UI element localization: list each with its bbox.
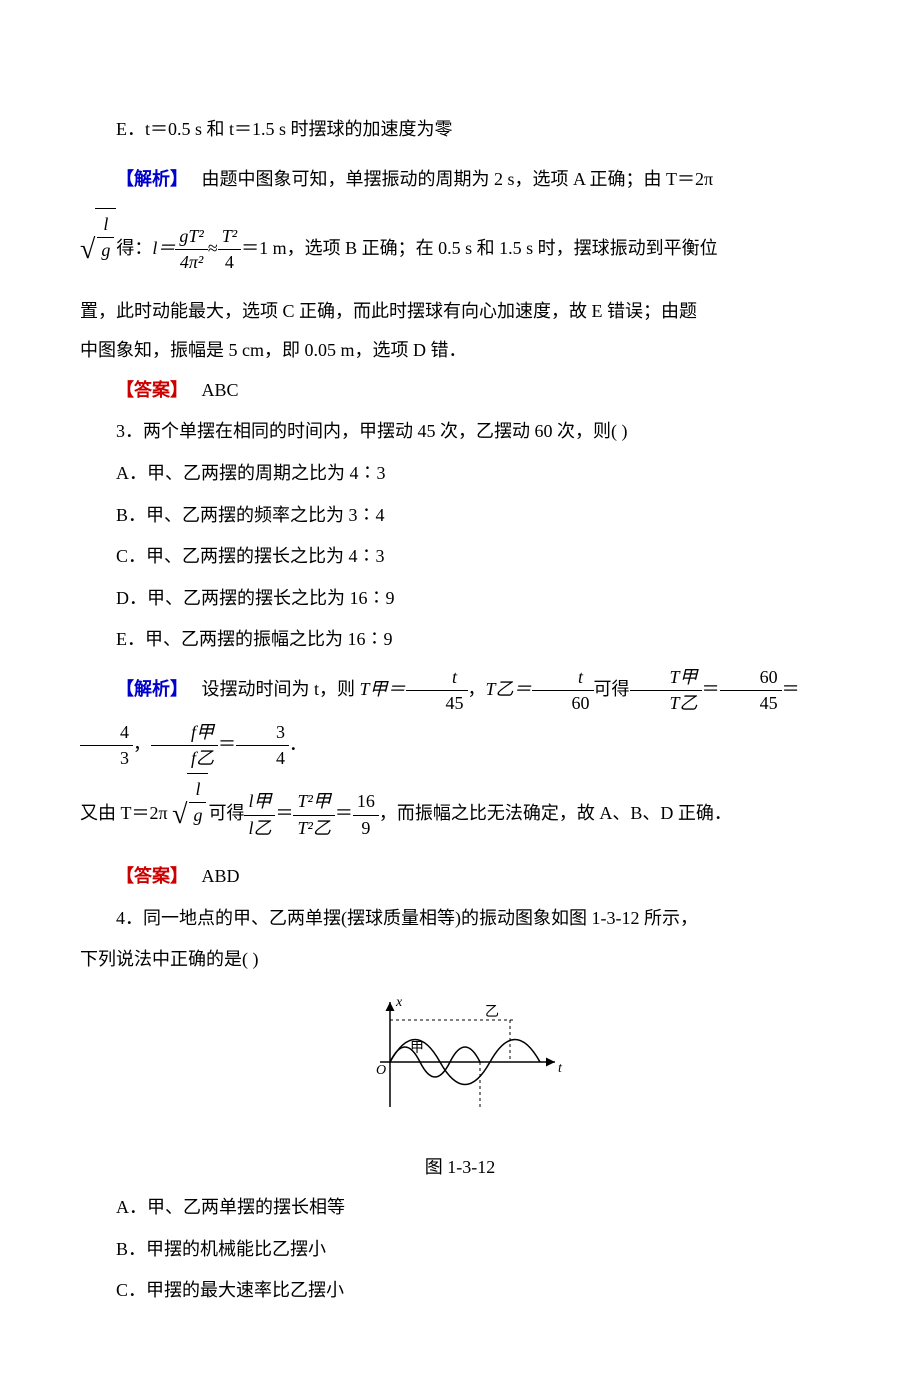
analysis-label: 【解析】 [116,169,188,189]
frac-gT2-4pi2: gT²4π² [175,224,207,275]
answer-label: 【答案】 [116,866,188,886]
math: l＝ [152,238,175,258]
t-axis-label: t [558,1061,563,1076]
figure-caption: 图 1-3-12 [80,1148,840,1188]
frac: T甲T乙 [630,665,702,716]
x-axis-label: x [395,995,403,1010]
frac: t60 [532,665,594,716]
origin-label: O [376,1063,386,1078]
q3-option-a: A．甲、乙两摆的周期之比为 4∶3 [80,454,840,494]
text: 设摆动时间为 t，则 [202,679,360,699]
text: 又由 T＝2π [80,803,172,823]
answer-q3: 【答案】 ABD [80,857,840,897]
analysis-q2-line3: 置，此时动能最大，选项 C 正确，而此时摆球有向心加速度，故 E 错误；由题 [80,292,840,332]
answer-label: 【答案】 [116,380,188,400]
q3-option-b: B．甲、乙两摆的频率之比为 3∶4 [80,496,840,536]
frac: T²甲T²乙 [293,789,334,840]
frac: f甲f乙 [151,720,218,771]
analysis-q3-line2: 又由 T＝2π √lg可得l甲l乙＝T²甲T²乙＝169，而振幅之比无法确定，故… [80,773,840,857]
analysis-q3-line1: 【解析】 设摆动时间为 t，则 T甲＝t45，T乙＝t60可得T甲T乙＝6045… [80,662,840,771]
frac-T2-4: T²4 [218,224,241,275]
figure-1-3-12: x t O 甲 乙 [80,992,840,1137]
q3-stem: 3．两个单摆在相同的时间内，甲摆动 45 次，乙摆动 60 次，则( ) [80,412,840,452]
text: 置，此时动能最大，选项 C 正确，而此时摆球有向心加速度，故 E 错误；由题 [80,301,697,321]
q3-option-d: D．甲、乙两摆的摆长之比为 16∶9 [80,579,840,619]
q4-stem-b: 下列说法中正确的是( ) [80,940,840,980]
option-e-q2: E．t＝0.5 s 和 t＝1.5 s 时摆球的加速度为零 [80,110,840,150]
frac: 43 [80,720,133,771]
q3-option-e: E．甲、乙两摆的振幅之比为 16∶9 [80,620,840,660]
text: 中图象知，振幅是 5 cm，即 0.05 m，选项 D 错． [80,340,467,360]
text: 由题中图象可知，单摆振动的周期为 2 s，选项 A 正确；由 T＝2π [202,169,714,189]
q4-option-c: C．甲摆的最大速率比乙摆小 [80,1271,840,1311]
text: 3．两个单摆在相同的时间内，甲摆动 45 次，乙摆动 60 次，则( ) [116,421,628,441]
frac: 34 [236,720,289,771]
jia-label: 甲 [410,1041,424,1056]
q4-stem-a: 4．同一地点的甲、乙两单摆(摆球质量相等)的振动图象如图 1-3-12 所示， [80,899,840,939]
analysis-label: 【解析】 [116,679,188,699]
answer-text: ABC [202,380,239,400]
q4-option-a: A．甲、乙两单摆的摆长相等 [80,1188,840,1228]
frac: l甲l乙 [244,789,275,840]
answer-text: ABD [202,866,240,886]
text: 得： [116,238,152,258]
analysis-q2-line1: 【解析】 由题中图象可知，单摆振动的周期为 2 s，选项 A 正确；由 T＝2π [80,152,840,206]
text: ＝1 m，选项 B 正确；在 0.5 s 和 1.5 s 时，摆球振动到平衡位 [241,238,718,258]
analysis-q2-line4: 中图象知，振幅是 5 cm，即 0.05 m，选项 D 错． [80,331,840,371]
sqrt-l-over-g: √lg [172,773,208,857]
analysis-q2-line2: √lg 得：l＝gT²4π²≈T²4＝1 m，选项 B 正确；在 0.5 s 和… [80,208,840,292]
oscillation-graph: x t O 甲 乙 [350,992,570,1122]
yi-label: 乙 [485,1004,499,1020]
frac: 6045 [720,665,782,716]
q4-option-b: B．甲摆的机械能比乙摆小 [80,1230,840,1270]
answer-q2: 【答案】 ABC [80,371,840,411]
approx: ≈ [208,238,218,258]
text: E．t＝0.5 s 和 t＝1.5 s 时摆球的加速度为零 [116,119,453,139]
q3-option-c: C．甲、乙两摆的摆长之比为 4∶3 [80,537,840,577]
frac: 169 [353,789,379,840]
sqrt-l-over-g: √lg [80,208,116,292]
text: ，而振幅之比无法确定，故 A、B、D 正确． [379,803,732,823]
frac: t45 [406,665,468,716]
